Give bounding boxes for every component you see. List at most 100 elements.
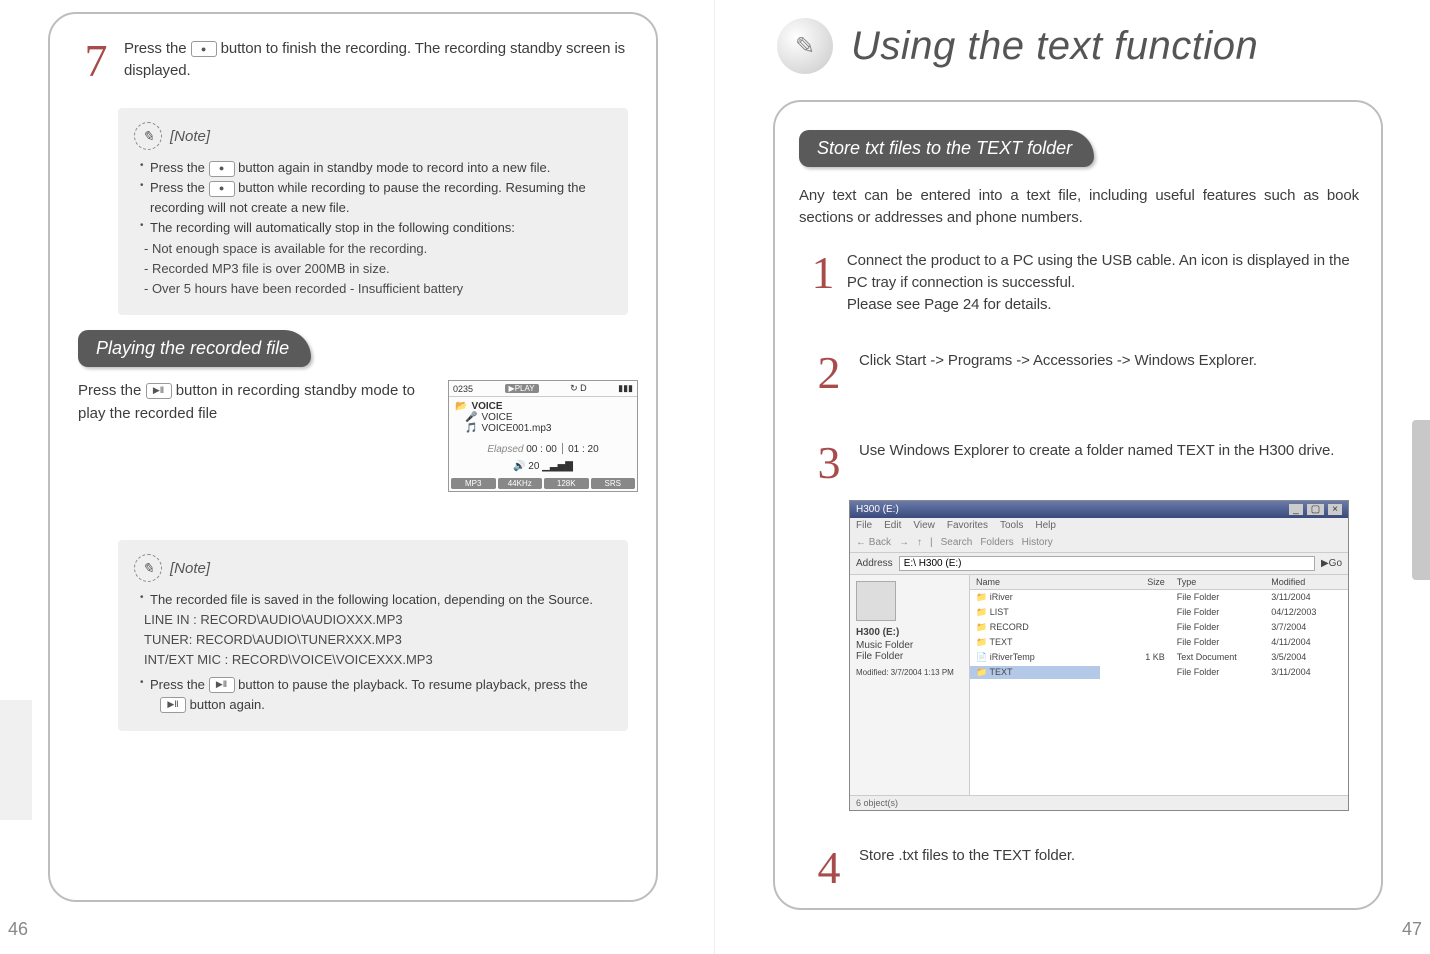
address-input[interactable] bbox=[899, 556, 1315, 571]
note-subitem: - Not enough space is available for the … bbox=[134, 239, 612, 259]
menu-item[interactable]: Help bbox=[1035, 520, 1056, 531]
signal-value: 20 bbox=[528, 461, 539, 472]
go-button[interactable]: ▶Go bbox=[1321, 558, 1342, 569]
toolbar-search[interactable]: Search bbox=[941, 537, 973, 548]
col-header[interactable]: Size bbox=[1100, 575, 1171, 589]
step-3: 3 Use Windows Explorer to create a folde… bbox=[809, 440, 1359, 486]
page-number: 47 bbox=[1402, 919, 1422, 940]
list-row[interactable]: 📁 RECORDFile Folder3/7/2004 bbox=[970, 620, 1348, 635]
note-box-2: ✎ [Note] The recorded file is saved in t… bbox=[118, 540, 628, 731]
text: Press the bbox=[124, 40, 191, 57]
list-row[interactable]: 📁 TEXTFile Folder4/11/2004 bbox=[970, 635, 1348, 650]
intro-text: Any text can be entered into a text file… bbox=[799, 185, 1359, 229]
menu-item[interactable]: View bbox=[913, 520, 935, 531]
col-header[interactable]: Modified bbox=[1265, 575, 1348, 589]
step-4: 4 Store .txt files to the TEXT folder. bbox=[809, 845, 1359, 891]
repeat-icon: ↻ D bbox=[570, 383, 587, 394]
step-2: 2 Click Start -> Programs -> Accessories… bbox=[809, 350, 1359, 396]
folder-name: VOICE bbox=[481, 412, 512, 423]
explorer-address-bar: Address ▶Go bbox=[850, 553, 1348, 575]
drive-label: H300 (E:) bbox=[856, 627, 963, 638]
explorer-body: H300 (E:) Music Folder File Folder Modif… bbox=[850, 575, 1348, 795]
menu-item[interactable]: File bbox=[856, 520, 872, 531]
side-gray-block bbox=[0, 700, 32, 820]
toolbar-back[interactable]: ← Back bbox=[856, 537, 891, 548]
title-icon: ✎ bbox=[777, 18, 833, 74]
folder-name: VOICE bbox=[471, 401, 502, 412]
section-header-play: Playing the recorded file bbox=[78, 330, 311, 367]
step-number: 2 bbox=[809, 350, 849, 396]
close-icon[interactable]: × bbox=[1328, 504, 1342, 515]
list-columns: Name Size Type Modified bbox=[970, 575, 1348, 590]
step-number: 3 bbox=[809, 440, 849, 486]
note-label: [Note] bbox=[170, 128, 210, 145]
folder-line: 🎤 VOICE bbox=[455, 412, 631, 423]
explorer-status-bar: 6 object(s) bbox=[850, 795, 1348, 810]
step-text: Use Windows Explorer to create a folder … bbox=[859, 440, 1334, 486]
step-1: 1 Connect the product to a PC using the … bbox=[809, 250, 1359, 315]
elapsed-label: Elapsed bbox=[487, 444, 523, 455]
address-label: Address bbox=[856, 558, 893, 569]
toolbar-fwd[interactable]: → bbox=[899, 537, 909, 548]
file-name: VOICE001.mp3 bbox=[481, 423, 551, 434]
page-title-row: ✎ Using the text function bbox=[777, 18, 1258, 74]
toolbar-folders[interactable]: Folders bbox=[980, 537, 1013, 548]
note-icon: ✎ bbox=[134, 122, 162, 150]
maximize-icon[interactable]: ▢ bbox=[1307, 504, 1324, 515]
note-header: ✎ [Note] bbox=[134, 122, 612, 150]
total: 01 : 20 bbox=[568, 444, 599, 455]
rec-button-icon: ● bbox=[191, 41, 217, 57]
elapsed: 00 : 00 bbox=[526, 444, 557, 455]
section-header-store: Store txt files to the TEXT folder bbox=[799, 130, 1094, 167]
note-item: The recording will automatically stop in… bbox=[140, 218, 612, 238]
badge: 44KHz bbox=[498, 478, 543, 489]
menu-item[interactable]: Tools bbox=[1000, 520, 1023, 531]
note-list: Press the ● button again in standby mode… bbox=[134, 158, 612, 239]
side-item: File Folder bbox=[856, 651, 963, 662]
explorer-window: H300 (E:) _ ▢ × File Edit View Favorites… bbox=[849, 500, 1349, 811]
badge: MP3 bbox=[451, 478, 496, 489]
toolbar-up[interactable]: ↑ bbox=[917, 537, 922, 548]
side-status: Modified: 3/7/2004 1:13 PM bbox=[856, 668, 963, 677]
menu-item[interactable]: Edit bbox=[884, 520, 901, 531]
step-number: 7 bbox=[78, 38, 114, 84]
note-list: The recorded file is saved in the follow… bbox=[134, 590, 612, 610]
step-text: Connect the product to a PC using the US… bbox=[847, 250, 1359, 315]
folder-line: 📂 VOICE bbox=[455, 401, 631, 412]
minimize-icon[interactable]: _ bbox=[1289, 504, 1303, 515]
menu-item[interactable]: Favorites bbox=[947, 520, 988, 531]
text: Press the bbox=[78, 382, 146, 399]
note-item: The recorded file is saved in the follow… bbox=[140, 590, 612, 610]
step-7: 7 Press the ● button to finish the recor… bbox=[78, 38, 638, 84]
note-box-1: ✎ [Note] Press the ● button again in sta… bbox=[118, 108, 628, 315]
col-header[interactable]: Name bbox=[970, 575, 1100, 589]
play-button-icon: ▶Ⅱ bbox=[160, 697, 186, 713]
explorer-titlebar: H300 (E:) _ ▢ × bbox=[850, 501, 1348, 518]
explorer-file-list: Name Size Type Modified 📁 iRiverFile Fol… bbox=[970, 575, 1348, 795]
side-tab bbox=[1412, 420, 1430, 580]
note-item: Press the ▶Ⅱ button to pause the playbac… bbox=[140, 675, 612, 715]
text: button again. bbox=[190, 697, 265, 712]
play-text: Press the ▶Ⅱ button in recording standby… bbox=[78, 380, 428, 492]
list-row[interactable]: 📁 iRiverFile Folder3/11/2004 bbox=[970, 590, 1348, 605]
list-row[interactable]: 📁 LISTFile Folder04/12/2003 bbox=[970, 605, 1348, 620]
explorer-menubar: File Edit View Favorites Tools Help bbox=[850, 518, 1348, 533]
path: INT/EXT MIC : RECORD\VOICE\VOICEXXX.MP3 bbox=[134, 650, 612, 670]
explorer-toolbar: ← Back → ↑ | Search Folders History bbox=[850, 533, 1348, 553]
col-header[interactable]: Type bbox=[1171, 575, 1266, 589]
path: LINE IN : RECORD\AUDIO\AUDIOXXX.MP3 bbox=[134, 610, 612, 630]
list-row[interactable]: 📁 TEXTFile Folder3/11/2004 bbox=[970, 665, 1348, 680]
section-pill: Store txt files to the TEXT folder bbox=[799, 130, 1094, 167]
badge: 128K bbox=[544, 478, 589, 489]
rec-button-icon: ● bbox=[209, 161, 235, 177]
note-item: Press the ● button again in standby mode… bbox=[140, 158, 612, 178]
page-right: ✎ Using the text function Store txt file… bbox=[715, 0, 1430, 954]
note-item: Press the ● button while recording to pa… bbox=[140, 178, 612, 218]
screen-signal: 🔊 20 ▁▃▅▇ bbox=[449, 461, 637, 476]
step-text: Click Start -> Programs -> Accessories -… bbox=[859, 350, 1257, 396]
device-screen: 0235 ▶PLAY ↻ D ▮▮▮ 📂 VOICE 🎤 VOICE 🎵 VOI… bbox=[448, 380, 638, 492]
screen-top-bar: 0235 ▶PLAY ↻ D ▮▮▮ bbox=[449, 381, 637, 397]
list-row[interactable]: 📄 iRiverTemp1 KBText Document3/5/2004 bbox=[970, 650, 1348, 665]
file-line: 🎵 VOICE001.mp3 bbox=[455, 423, 631, 434]
toolbar-history[interactable]: History bbox=[1022, 537, 1053, 548]
